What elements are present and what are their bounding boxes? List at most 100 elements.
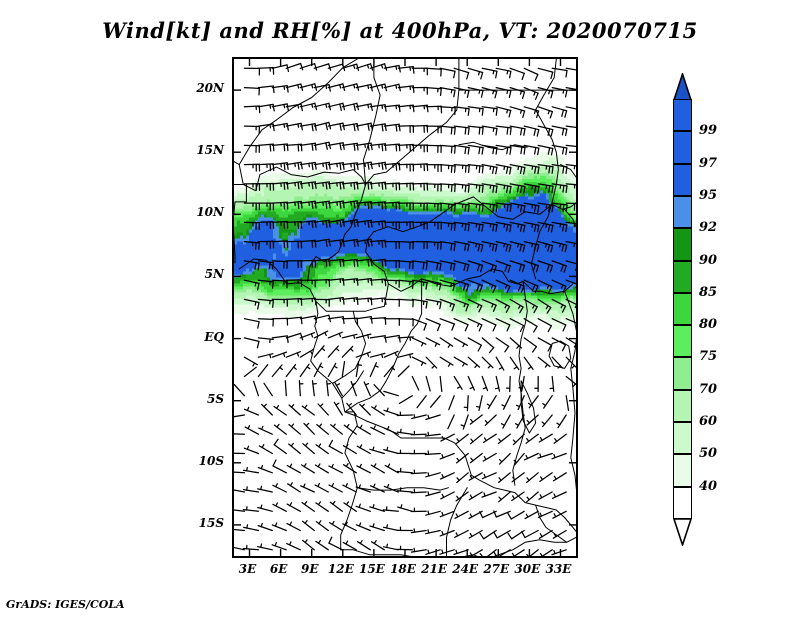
wind-barb: [537, 67, 554, 80]
wind-barb: [411, 221, 428, 230]
colorbar-band[interactable]: [673, 228, 692, 261]
wind-barb: [243, 202, 261, 211]
y-tick-label: 5S: [206, 391, 224, 406]
wind-barb: [565, 144, 576, 148]
wind-barb: [398, 395, 413, 405]
wind-barb: [537, 183, 554, 194]
wind-barb: [537, 240, 554, 253]
colorbar-band[interactable]: [673, 454, 692, 487]
wind-barb: [288, 404, 301, 416]
wind-barb: [243, 260, 260, 271]
wind-barb: [467, 125, 484, 135]
wind-barb: [328, 520, 343, 532]
wind-barb: [383, 334, 401, 343]
wind-barb: [481, 86, 498, 99]
wind-barb: [397, 504, 413, 512]
wind-barb: [537, 106, 554, 119]
wind-barb: [272, 502, 287, 512]
wind-barb: [253, 380, 260, 397]
wind-barb: [565, 67, 576, 71]
wind-barb: [355, 122, 373, 131]
wind-barb: [285, 260, 303, 269]
wind-barb: [410, 547, 427, 553]
colorbar-band[interactable]: [673, 325, 692, 358]
wind-barb: [273, 423, 287, 435]
colorbar-band[interactable]: [673, 486, 692, 519]
wind-barb: [439, 106, 456, 116]
colorbar-band[interactable]: [673, 131, 692, 164]
wind-barb: [397, 260, 414, 270]
rh-shading-and-wind-barbs: [234, 59, 576, 556]
wind-barb: [369, 362, 379, 378]
wind-barb: [397, 279, 414, 289]
wind-barb: [463, 395, 469, 412]
wind-barb: [314, 482, 329, 493]
wind-barb: [523, 86, 539, 100]
wind-barb: [272, 483, 287, 493]
colorbar-band[interactable]: [673, 260, 692, 293]
wind-barb: [552, 510, 567, 519]
wind-barb: [263, 382, 273, 397]
wind-barb: [501, 395, 511, 410]
wind-barb: [467, 298, 483, 313]
wind-barb: [467, 337, 482, 352]
wind-barb: [551, 549, 567, 556]
wind-barb: [523, 337, 538, 353]
wind-barb: [370, 540, 385, 551]
colorbar-tick-label: 99: [699, 123, 718, 139]
wind-barb: [370, 425, 385, 435]
wind-barb: [511, 549, 525, 556]
wind-barb: [327, 345, 340, 358]
colorbar-tick-label: 95: [699, 187, 718, 203]
wind-barb: [481, 183, 498, 194]
wind-barb: [453, 298, 469, 312]
wind-barb: [313, 219, 331, 228]
wind-barb: [439, 240, 456, 252]
wind-barb: [537, 356, 551, 368]
wind-barb: [341, 219, 359, 228]
wind-barb: [355, 201, 373, 210]
wind-barb: [505, 375, 511, 393]
wind-barb: [469, 452, 483, 464]
colorbar-band[interactable]: [673, 357, 692, 390]
wind-barb: [479, 549, 497, 556]
wind-barb: [439, 472, 455, 480]
colorbar-band[interactable]: [673, 422, 692, 455]
wind-barb: [285, 351, 301, 358]
wind-barb: [257, 182, 275, 191]
wind-barb: [565, 356, 576, 369]
wind-barb: [537, 260, 554, 273]
page-title: Wind[kt] and RH[%] at 400hPa, VT: 202007…: [102, 18, 698, 43]
wind-barb: [495, 163, 512, 175]
wind-barb: [243, 163, 261, 172]
wind-barb: [565, 337, 576, 348]
wind-barb: [242, 506, 260, 512]
wind-barb: [341, 200, 359, 209]
wind-barb: [439, 298, 455, 312]
wind-barb: [271, 335, 289, 344]
wind-barb: [527, 395, 539, 409]
colorbar-band[interactable]: [673, 163, 692, 196]
colorbar[interactable]: 40 50 60 70 75 80 85 90 92 95 97 99: [673, 73, 717, 546]
wind-barb: [565, 240, 576, 251]
wind-barb: [551, 260, 567, 273]
colorbar-band[interactable]: [673, 99, 692, 132]
wind-barb: [425, 240, 442, 250]
wind-barb: [425, 337, 441, 347]
wind-barb: [327, 181, 345, 190]
colorbar-band[interactable]: [673, 292, 692, 326]
wind-barb: [257, 364, 269, 378]
wind-barb: [493, 529, 511, 539]
wind-barb: [494, 375, 501, 392]
wind-barb: [551, 491, 567, 499]
colorbar-band[interactable]: [673, 195, 692, 229]
wind-barb: [439, 279, 456, 292]
colorbar-band[interactable]: [673, 389, 692, 423]
y-tick-label: 15N: [196, 143, 224, 158]
wind-barb: [411, 182, 429, 191]
wind-barb: [453, 106, 470, 116]
wind-barb: [551, 221, 568, 233]
wind-barb: [467, 375, 476, 391]
wind-barb: [523, 279, 539, 293]
wind-barb: [425, 356, 438, 369]
